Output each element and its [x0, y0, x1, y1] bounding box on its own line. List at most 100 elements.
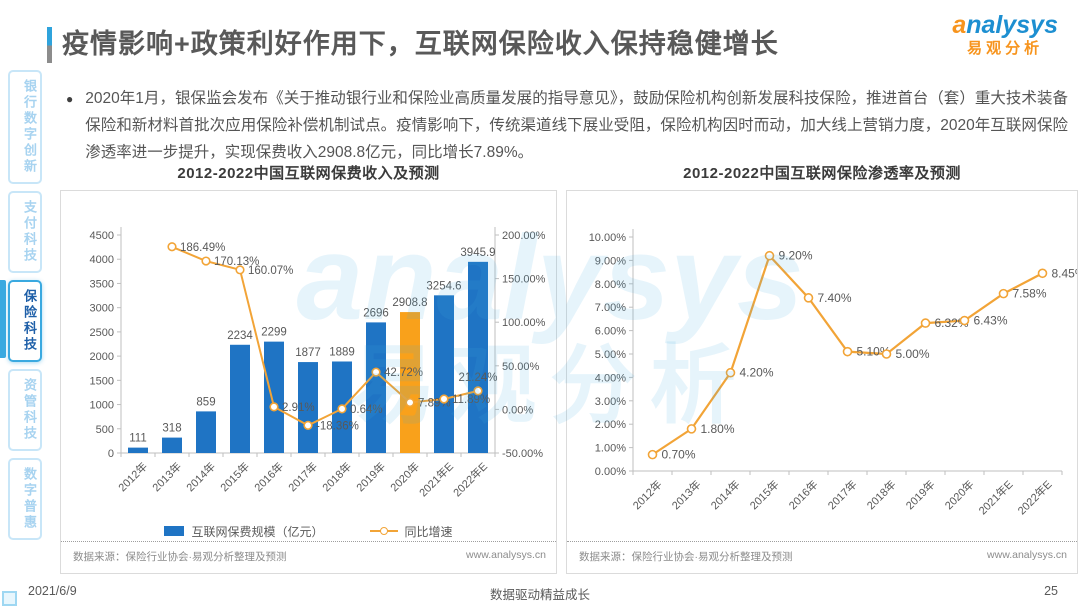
premium-chart-title: 2012-2022中国互联网保费收入及预测: [177, 165, 440, 182]
logo-wordmark: analysys: [952, 11, 1058, 40]
chart-label: 5.00%: [595, 349, 626, 361]
point-2021年E: [998, 288, 1009, 299]
chart-label: 859: [196, 396, 215, 408]
chart-label: 1889: [329, 346, 355, 358]
chart-label: 11.89%: [452, 394, 490, 406]
premium-chart-legend: 互联网保费规模（亿元） 同比增速: [61, 521, 556, 541]
chart-label: 2016年: [786, 477, 821, 512]
sidebar-item-insurance-tech[interactable]: 保险科技: [0, 280, 42, 362]
chart-label: 10.00%: [589, 232, 627, 244]
chart-label: 42.72%: [384, 367, 423, 379]
bar-2014年: [196, 411, 216, 453]
point-2020年: [405, 397, 415, 408]
chart-label: -18.36%: [316, 420, 359, 432]
data-source: 数据来源：保险行业协会·易观分析整理及预测: [73, 551, 287, 563]
bar-2017年: [298, 362, 318, 453]
chart-label: 0.00%: [502, 404, 533, 416]
sidebar-item-label: 银行数字创新: [22, 79, 37, 175]
site-url[interactable]: www.analysys.cn: [466, 549, 546, 561]
premium-chart-box: 0 500 1000 1500 2000 2500 3000 3500 4000 4500 -50.…: [60, 190, 557, 574]
chart-label: 111: [129, 433, 146, 445]
chart-label: 3000: [90, 303, 114, 315]
chart-label: 2017年: [285, 459, 320, 494]
chart-label: 2299: [261, 327, 287, 339]
chart-label: 4.20%: [740, 366, 774, 380]
point-2014年: [201, 256, 211, 266]
chart-label: 0: [108, 448, 114, 460]
chart-label: 2019年: [903, 477, 938, 512]
bar-2015年: [230, 344, 250, 453]
point-2019年: [371, 367, 381, 377]
point-2015年: [235, 265, 245, 275]
chart-label: 2234: [227, 330, 253, 342]
logo-a-icon: a: [952, 11, 967, 39]
chart-label: 2.91%: [282, 402, 315, 414]
bar-swatch-icon: [164, 526, 185, 536]
penetration-source-row: 数据来源：保险行业协会·易观分析整理及预测 www.analysys.cn: [567, 541, 1077, 573]
sidebar-item-label: 资管科技: [22, 378, 37, 442]
chart-label: 2018年: [864, 477, 899, 512]
sidebar-item-label: 保险科技: [22, 289, 37, 353]
chart-label: 4000: [90, 254, 114, 266]
point-2021年E: [439, 394, 449, 404]
line-swatch-icon: [369, 527, 398, 535]
premium-chart-svg: 0 500 1000 1500 2000 2500 3000 3500 4000 4500 -50.…: [90, 227, 546, 499]
chart-label: 2020年: [387, 459, 422, 494]
chart-label: 2013年: [149, 459, 184, 494]
chart-label: 0.00%: [595, 466, 626, 478]
chart-label: 2012年: [630, 477, 665, 512]
chart-label: 2696: [363, 307, 389, 319]
chart-label: 2012年: [115, 459, 150, 494]
sidebar-item-banking-digital[interactable]: 银行数字创新: [8, 70, 42, 184]
chart-label: 1000: [90, 400, 114, 412]
active-tab-accent: [0, 280, 6, 358]
chart-label: 2016年: [251, 459, 286, 494]
penetration-chart-title: 2012-2022中国互联网保险渗透率及预测: [683, 165, 961, 182]
chart-label: 170.13%: [214, 256, 259, 268]
legend-bar-label: 互联网保费规模（亿元）: [191, 524, 324, 539]
bar-2012年: [128, 447, 148, 453]
sidebar-item-payment-tech[interactable]: 支付科技: [8, 191, 42, 273]
chart-label: 7.58%: [1013, 287, 1047, 301]
chart-label: 2000: [90, 351, 114, 363]
point-2012年: [647, 449, 658, 460]
sidebar-item-digital-inclusion[interactable]: 数字普惠: [8, 458, 42, 540]
series-line: [171, 245, 479, 427]
premium-income-panel: 2012-2022中国互联网保费收入及预测 0 500 1000 1500 2000 25…: [60, 162, 557, 574]
point-2022年E: [473, 386, 483, 396]
chart-label: 500: [96, 424, 114, 436]
chart-label: 1.80%: [701, 422, 735, 436]
legend-item-bar: 互联网保费规模（亿元）: [164, 523, 324, 540]
chart-label: 5.00%: [896, 347, 930, 361]
legend-item-line: 同比增速: [369, 523, 453, 540]
chart-label: 9.00%: [595, 255, 626, 267]
chart-label: 2019年: [353, 459, 388, 494]
chart-label: -50.00%: [502, 448, 543, 460]
site-url[interactable]: www.analysys.cn: [987, 549, 1067, 561]
bar-2016年: [264, 341, 284, 453]
point-2014年: [725, 367, 736, 378]
chart-label: 2020年: [942, 477, 977, 512]
chart-label: 7.40%: [818, 291, 852, 305]
chart-label: 200.00%: [502, 230, 546, 242]
bar-2021年E: [434, 295, 454, 453]
sidebar: 银行数字创新 支付科技 保险科技 资管科技 数字普惠: [0, 70, 46, 540]
chart-label: 318: [162, 423, 181, 435]
data-source: 数据来源：保险行业协会·易观分析整理及预测: [579, 551, 793, 563]
logo-cn-text: 易观分析: [967, 39, 1044, 57]
point-2015年: [764, 250, 775, 261]
chart-label: 9.20%: [779, 249, 813, 263]
line-swatch-dot-icon: [379, 527, 388, 535]
chart-label: 2017年: [825, 477, 860, 512]
chart-label: 2015年: [747, 477, 782, 512]
penetration-panel: 2012-2022中国互联网保险渗透率及预测 0.00% 1.00% 2.00% 3.…: [566, 162, 1078, 574]
sidebar-item-asset-mgmt-tech[interactable]: 资管科技: [8, 369, 42, 451]
point-2022年E: [1037, 268, 1048, 279]
chart-label: 6.43%: [974, 314, 1008, 328]
chart-label: 0.64%: [350, 404, 383, 416]
chart-label: 4.00%: [595, 372, 626, 384]
chart-label: 8.00%: [595, 279, 626, 291]
point-2018年: [337, 404, 347, 414]
chart-label: 2908.8: [392, 297, 427, 309]
